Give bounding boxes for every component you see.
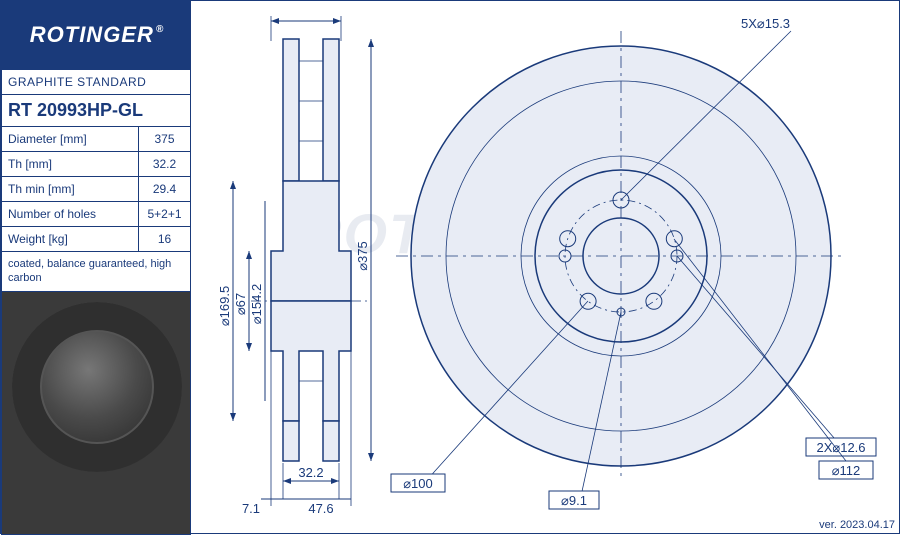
dim-hub: ⌀169.5 <box>217 286 232 326</box>
dim-outer: ⌀375 <box>355 241 370 271</box>
dim-alt-holes: 2X⌀12.6 <box>816 440 865 455</box>
table-row: Weight [kg]16 <box>2 227 191 252</box>
spec-value: 29.4 <box>139 177 191 202</box>
table-row: Th min [mm]29.4 <box>2 177 191 202</box>
product-render <box>1 292 191 535</box>
spec-notes: coated, balance guaranteed, high carbon <box>2 252 191 292</box>
table-row: Th [mm]32.2 <box>2 152 191 177</box>
spec-value: 32.2 <box>139 152 191 177</box>
brand-logo: ROTINGER® <box>1 1 191 69</box>
spec-panel: ROTINGER® GRAPHITE STANDARD RT 20993HP-G… <box>1 1 191 535</box>
spec-value: 5+2+1 <box>139 202 191 227</box>
dim-width: 32.2 <box>298 465 323 480</box>
spec-label: Th [mm] <box>2 152 139 177</box>
part-number: RT 20993HP-GL <box>2 95 191 127</box>
dim-face: ⌀154.2 <box>249 284 264 324</box>
dim-offset: 47.6 <box>308 501 333 516</box>
table-row: Diameter [mm]375 <box>2 127 191 152</box>
spec-header: GRAPHITE STANDARD <box>2 70 191 95</box>
spec-value: 16 <box>139 227 191 252</box>
dim-bore: ⌀67 <box>233 293 248 315</box>
spec-label: Th min [mm] <box>2 177 139 202</box>
dim-locator: ⌀9.1 <box>561 493 587 508</box>
table-row: Number of holes5+2+1 <box>2 202 191 227</box>
dim-center-ref: ⌀100 <box>403 476 433 491</box>
engineering-drawing: ⌀169.5 ⌀67 ⌀154.2 ⌀375 32.2 47.6 <box>191 1 900 535</box>
dim-bolt-pattern: 5X⌀15.3 <box>741 16 790 31</box>
spec-value: 375 <box>139 127 191 152</box>
brand-text: ROTINGER <box>30 22 154 48</box>
spec-label: Number of holes <box>2 202 139 227</box>
dim-pcd: ⌀112 <box>832 463 861 478</box>
dim-step: 7.1 <box>242 501 260 516</box>
registered-mark: ® <box>156 24 164 35</box>
spec-table: GRAPHITE STANDARD RT 20993HP-GL Diameter… <box>1 69 191 292</box>
spec-label: Diameter [mm] <box>2 127 139 152</box>
spec-label: Weight [kg] <box>2 227 139 252</box>
